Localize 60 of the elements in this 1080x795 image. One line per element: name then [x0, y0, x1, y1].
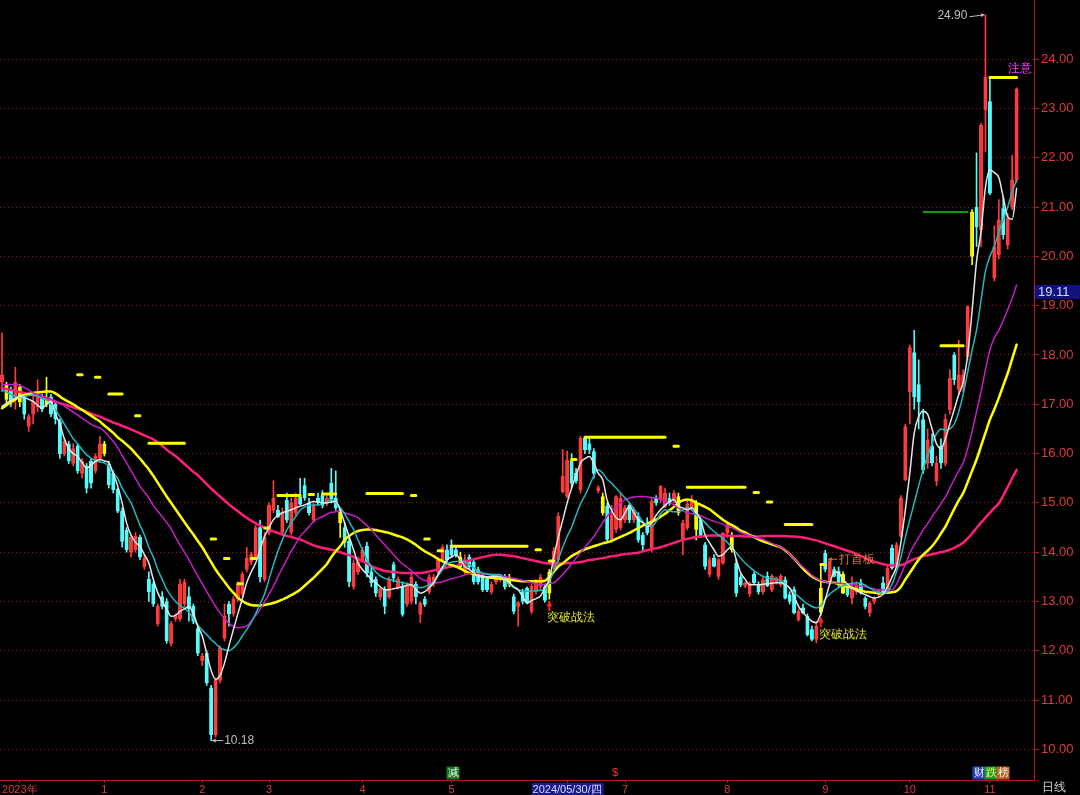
candlestick: [952, 352, 957, 385]
y-tick-label: 11.00: [1041, 691, 1073, 707]
x-tick-label: 2: [199, 782, 206, 795]
y-tick-label: 15.00: [1041, 494, 1074, 510]
candlestick: [974, 152, 979, 247]
candlestick: [164, 598, 169, 644]
candlestick: [115, 487, 120, 514]
y-tick-label: 20.00: [1041, 247, 1074, 263]
x-tick-label: 11: [984, 782, 996, 795]
candlestick: [587, 438, 592, 454]
y-tick-label: 23.00: [1041, 100, 1074, 116]
x-tick-label: 3: [265, 782, 273, 795]
y-tick-label: 22.00: [1041, 149, 1074, 165]
candlestick: [605, 502, 610, 543]
annotation: $: [611, 766, 619, 779]
candlestick: [863, 596, 868, 610]
x-tick-label: 5: [448, 782, 455, 795]
y-tick-label: 10.00: [1041, 741, 1074, 757]
annotation: 10.18: [224, 732, 255, 747]
x-tick-label: 1: [101, 782, 108, 795]
y-tick-label: 12.00: [1041, 642, 1074, 658]
annotation: 突破战法: [818, 626, 867, 641]
annotation: 榜: [997, 766, 1009, 779]
y-tick-label: 13.00: [1041, 593, 1074, 609]
x-tick-label: 10: [903, 782, 916, 795]
candlestick: [422, 596, 427, 607]
y-tick-label: 19.00: [1041, 297, 1074, 313]
candlestick: [102, 440, 107, 457]
annotation: 24.90: [937, 8, 968, 23]
candlestick: [912, 330, 917, 410]
x-tick-label: 2023年: [2, 782, 38, 795]
annotation: 注意: [1008, 60, 1032, 75]
annotation: 财: [973, 766, 985, 779]
y-tick-label: 16.00: [1041, 445, 1074, 461]
candlestick: [734, 559, 739, 597]
annotation: 突破战法: [547, 610, 596, 625]
x-tick-label: 7: [621, 782, 629, 795]
x-tick-label: 2024/05/30/四: [532, 782, 602, 795]
x-tick-label: 9: [822, 782, 829, 795]
y-tick-label: 14.00: [1041, 543, 1074, 559]
x-tick-label: 4: [359, 782, 366, 795]
candlestick: [400, 581, 405, 617]
y-tick-label: 21.00: [1041, 198, 1074, 214]
y-tick-label: 24.00: [1041, 50, 1074, 66]
candlestick: [569, 453, 574, 489]
text: 19.11: [1038, 283, 1070, 299]
candlestick: [382, 586, 387, 615]
candlestick: [151, 581, 156, 607]
y-tick-label: 17.00: [1041, 395, 1074, 411]
candlestick: [805, 613, 810, 637]
text: 日线: [1042, 780, 1066, 795]
candlestick: [195, 625, 200, 657]
candlestick: [302, 477, 307, 501]
annotation: 跌: [985, 766, 997, 779]
annotation: 减: [447, 766, 459, 779]
y-tick-label: 18.00: [1041, 346, 1074, 362]
candlestick: [511, 593, 516, 615]
candlestick: [600, 492, 605, 516]
candlestick: [845, 586, 850, 597]
x-tick-label: 8: [724, 782, 731, 795]
